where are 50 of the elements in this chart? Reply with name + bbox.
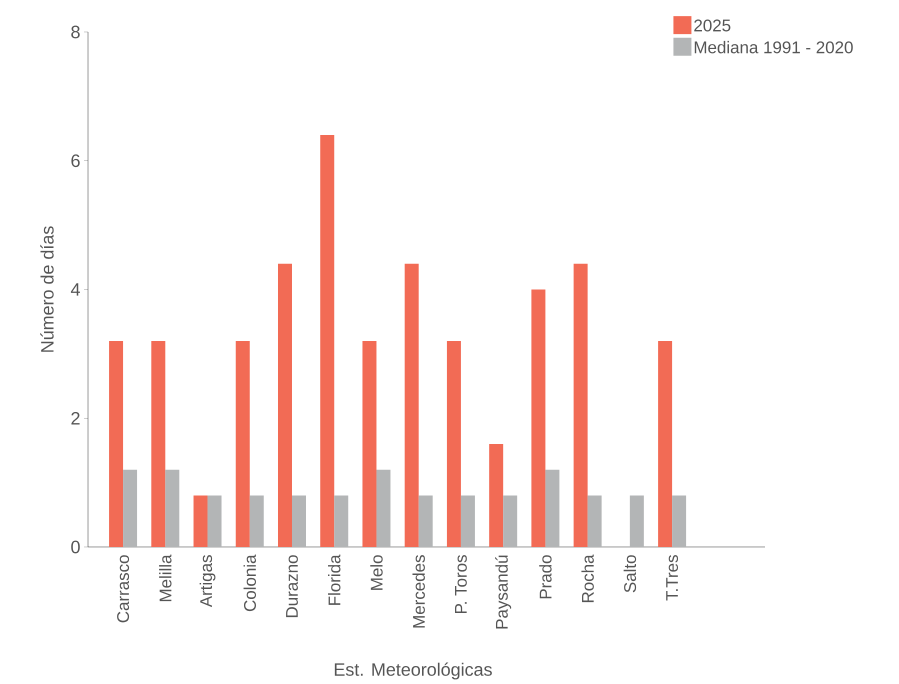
- y-tick-label: 0: [71, 540, 80, 554]
- bar: [362, 340, 376, 547]
- legend-label: Mediana 1991 - 2020: [694, 40, 853, 54]
- bar: [165, 470, 180, 547]
- x-tick-label: Paysandú: [495, 556, 512, 628]
- bar: [250, 495, 264, 547]
- x-tick-label: Colonia: [244, 554, 256, 612]
- bar: [630, 495, 644, 547]
- bar: [460, 495, 475, 547]
- bar: [503, 495, 518, 547]
- y-axis-title: Número de días: [40, 226, 54, 352]
- bar: [194, 495, 208, 547]
- bar: [320, 134, 334, 547]
- bar: [672, 495, 686, 547]
- bar: [418, 495, 433, 547]
- x-tick-label: Melilla: [159, 554, 172, 602]
- bar: [123, 470, 138, 547]
- bar: [658, 340, 672, 547]
- y-tick-label: 4: [70, 283, 80, 296]
- bar: [109, 340, 124, 547]
- legend-label: 2025: [694, 19, 730, 32]
- x-tick-label: Carrasco: [117, 555, 130, 622]
- y-tick-label: 8: [71, 26, 80, 38]
- bar: [489, 444, 504, 547]
- bar: [208, 495, 222, 547]
- x-tick-label: P. Toros: [455, 555, 467, 614]
- x-tick-label: T.Tres: [666, 555, 678, 601]
- bar: [278, 264, 292, 547]
- x-tick-label: Prado: [539, 555, 552, 598]
- bar: [236, 340, 250, 547]
- bar: [531, 289, 546, 547]
- bar: [446, 340, 461, 547]
- bar: [588, 495, 602, 547]
- x-axis-title: Est. Meteorológicas: [334, 662, 492, 680]
- x-tick-label: Mercedes: [412, 555, 425, 628]
- bar: [545, 470, 560, 547]
- x-tick-label: Durazno: [286, 555, 298, 618]
- bar: [292, 495, 306, 547]
- x-tick-label: Melo: [370, 555, 383, 590]
- y-tick-label: 6: [71, 154, 80, 168]
- bar: [574, 264, 588, 547]
- x-tick-label: Salto: [624, 555, 636, 592]
- x-tick-label: Artigas: [200, 555, 216, 608]
- x-tick-label: Rocha: [581, 554, 594, 602]
- bar: [151, 340, 166, 547]
- bar: [334, 495, 348, 547]
- x-tick-label: Florida: [328, 554, 340, 605]
- y-tick-label: 2: [71, 412, 80, 424]
- bar: [404, 264, 419, 547]
- bar: [376, 470, 390, 547]
